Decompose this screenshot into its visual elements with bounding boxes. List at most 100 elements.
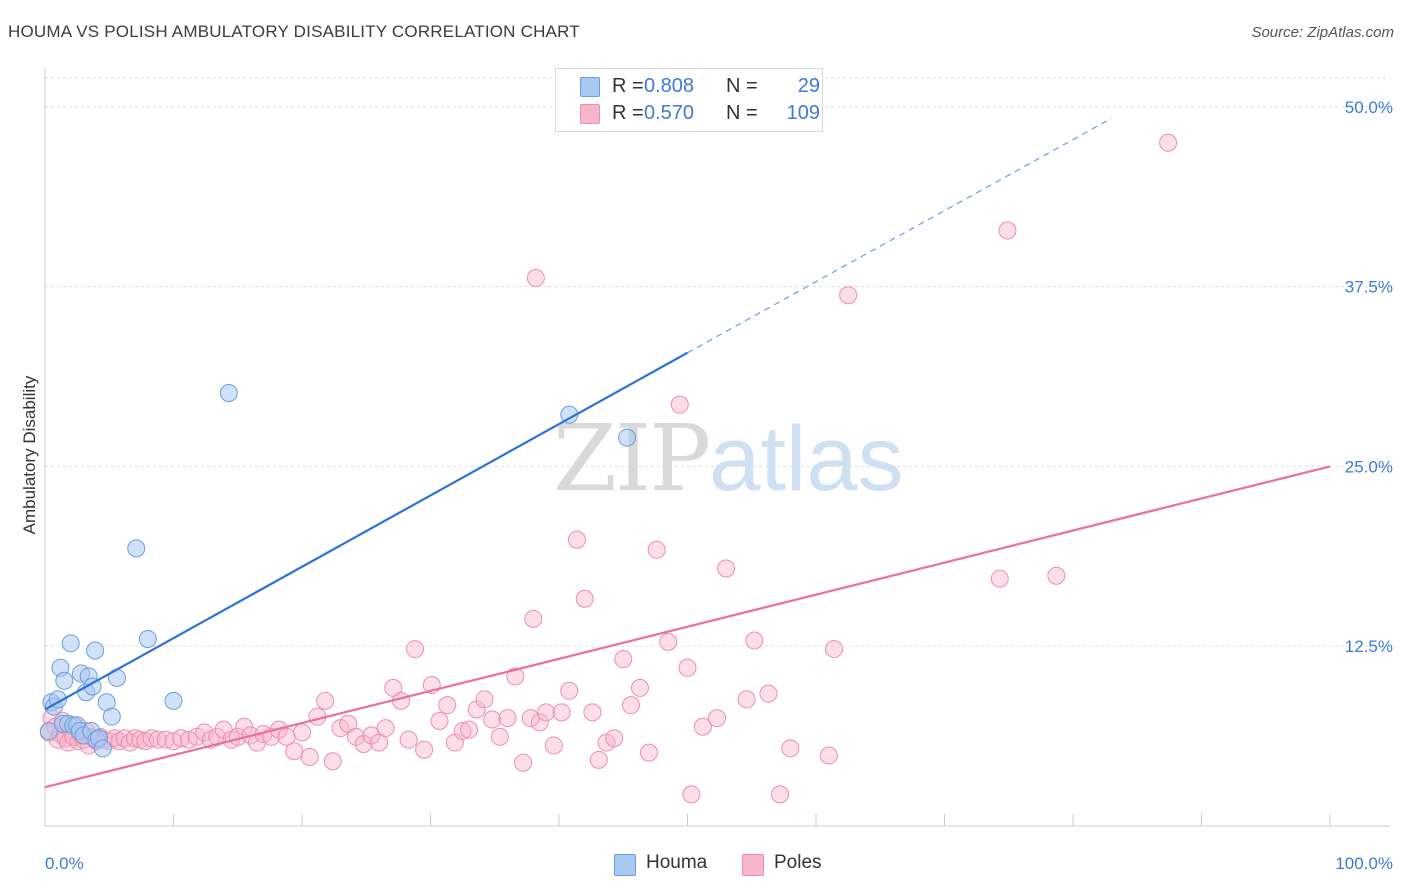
legend-label-houma: Houma: [646, 852, 708, 873]
x-tick-label: 100.0%: [1335, 854, 1393, 873]
poles-point: [430, 711, 449, 730]
houma-point: [102, 707, 121, 726]
n-label: N =: [726, 75, 758, 97]
poles-point: [214, 720, 233, 739]
poles-point: [639, 743, 658, 762]
poles-point: [415, 740, 434, 759]
poles-point: [537, 703, 556, 722]
poles-point: [682, 785, 701, 804]
houma-point: [86, 641, 105, 660]
r-value: 0.808: [644, 75, 695, 97]
poles-point: [839, 286, 858, 305]
poles-point: [781, 739, 800, 758]
houma-point: [138, 630, 157, 648]
r-label: R =: [612, 102, 644, 124]
poles-point: [621, 696, 640, 715]
poles-point: [1159, 133, 1178, 152]
poles-point: [605, 729, 624, 748]
y-tick-label: 37.5%: [1345, 278, 1393, 297]
y-tick-label: 50.0%: [1345, 98, 1393, 117]
poles-point: [670, 395, 689, 414]
poles-point: [589, 750, 608, 769]
poles-point: [575, 589, 594, 608]
poles-point: [630, 678, 649, 697]
stats-legend: R = 0.808 N = 29 R = 0.570 N = 109: [555, 68, 823, 132]
poles-trend-line: [44, 465, 1331, 789]
poles-point: [300, 747, 319, 766]
poles-point: [316, 691, 335, 710]
series-legend: Houma Poles: [0, 852, 1406, 878]
poles-point: [406, 640, 425, 659]
legend-label-poles: Poles: [774, 852, 822, 873]
poles-point: [362, 726, 381, 745]
watermark-zip: ZIP: [553, 405, 711, 512]
n-label: N =: [726, 102, 758, 124]
poles-point: [498, 709, 517, 728]
houma-point: [164, 691, 183, 710]
poles-point: [717, 559, 736, 578]
poles-point: [399, 730, 418, 749]
poles-point: [647, 540, 666, 559]
houma-point: [219, 384, 238, 403]
poles-point: [614, 650, 633, 669]
poles-point: [323, 752, 342, 771]
poles-point: [475, 690, 494, 709]
watermark: ZIPatlas: [553, 405, 904, 512]
poles-point: [208, 727, 227, 746]
poles-point: [346, 727, 365, 746]
y-tick-label: 12.5%: [1345, 637, 1393, 656]
poles-point: [759, 684, 778, 703]
poles-point: [544, 736, 563, 755]
poles-point: [506, 667, 525, 686]
poles-point: [552, 703, 571, 722]
poles-point: [524, 609, 543, 628]
poles-point: [678, 658, 697, 677]
n-value: 109: [786, 102, 820, 124]
poles-point: [567, 530, 586, 549]
poles-point: [745, 631, 764, 650]
poles-point: [149, 730, 168, 749]
houma-point: [83, 677, 102, 696]
houma-point: [93, 739, 112, 758]
poles-point: [990, 569, 1009, 588]
poles-point: [583, 703, 602, 722]
houma-point: [127, 539, 146, 558]
r-value: 0.570: [644, 102, 695, 124]
poles-point: [285, 742, 304, 761]
poles-point: [467, 700, 486, 719]
poles-point: [376, 719, 395, 738]
poles-point: [659, 632, 678, 651]
poles-point: [708, 709, 727, 728]
houma-point: [61, 634, 80, 653]
n-value: 29: [797, 75, 820, 97]
poles-point: [771, 785, 790, 804]
poles-point: [526, 268, 545, 287]
houma-trend-line: [44, 351, 689, 711]
poles-point: [998, 221, 1017, 240]
poles-point: [453, 722, 472, 741]
poles-legend-swatch: [742, 854, 764, 876]
watermark-atlas: atlas: [709, 408, 904, 510]
poles-point: [483, 710, 502, 729]
poles-point: [293, 723, 311, 742]
poles-point: [819, 746, 838, 765]
houma-trend-extension: [687, 117, 1112, 354]
poles-point: [142, 729, 161, 748]
houma-point: [55, 671, 74, 690]
poles-point: [460, 720, 479, 739]
poles-swatch: [580, 104, 600, 124]
poles-point: [693, 717, 712, 736]
poles-point: [156, 730, 175, 749]
r-label: R =: [612, 75, 644, 97]
poles-point: [1047, 566, 1066, 585]
poles-point: [490, 727, 509, 746]
houma-legend-swatch: [614, 854, 636, 876]
poles-point: [514, 753, 533, 772]
poles-point: [530, 713, 549, 732]
source-label: Source: ZipAtlas.com: [1251, 24, 1394, 41]
poles-point: [737, 690, 756, 709]
x-tick-label: 0.0%: [45, 854, 84, 873]
houma-point: [618, 428, 637, 447]
poles-point: [560, 681, 579, 700]
